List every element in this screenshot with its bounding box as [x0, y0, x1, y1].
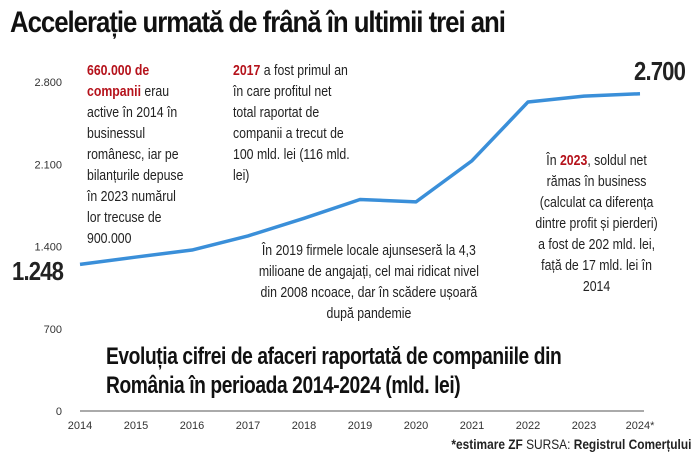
x-tick-label: 2016: [180, 420, 204, 432]
annotation-2017-highlight: 2017: [233, 62, 261, 79]
footer: *estimare ZF SURSA: Registrul Comerțului: [451, 436, 691, 452]
y-tick-label: 0: [56, 406, 62, 418]
annotation-companies-text: erau active în 2014 în businessul române…: [87, 83, 184, 247]
end-value-label: 2.700: [634, 56, 686, 86]
x-tick-label: 2017: [236, 420, 260, 432]
start-value-label: 1.248: [12, 256, 64, 286]
x-tick-label: 2024*: [626, 420, 655, 432]
footer-note: *estimare ZF: [450, 436, 523, 452]
x-tick-label: 2022: [516, 420, 540, 432]
annotation-2023: În 2023, soldul net rămas în business (c…: [533, 150, 660, 297]
annotation-2023-pre: În: [546, 152, 557, 169]
footer-source: Registrul Comerțului: [573, 436, 691, 452]
x-tick-label: 2023: [572, 420, 596, 432]
x-tick-label: 2014: [68, 420, 92, 432]
footer-source-label: SURSA:: [525, 436, 570, 452]
y-tick-label: 700: [44, 324, 62, 336]
annotation-2023-text: , soldul net rămas în business (calculat…: [535, 152, 658, 295]
x-tick-label: 2021: [460, 420, 484, 432]
chart-subtitle: Evoluția cifrei de afaceri raportată de …: [106, 343, 562, 399]
annotation-companies: 660.000 de companii erau active în 2014 …: [87, 60, 190, 249]
annotation-2017-text: a fost primul an în care profitul net to…: [233, 62, 350, 184]
y-tick-label: 1.400: [34, 242, 62, 254]
x-tick-label: 2020: [404, 420, 428, 432]
y-tick-label: 2.100: [34, 159, 62, 171]
y-tick-label: 2.800: [34, 77, 62, 89]
annotation-2019: În 2019 firmele locale ajunseseră la 4,3…: [258, 242, 479, 322]
x-tick-label: 2019: [348, 420, 372, 432]
annotation-2023-highlight: 2023: [559, 152, 588, 169]
x-tick-label: 2018: [292, 420, 316, 432]
chart-title: Accelerație urmată de frână în ultimii t…: [10, 6, 506, 39]
annotation-2017: 2017 a fost primul an în care profitul n…: [233, 60, 356, 186]
x-tick-label: 2015: [124, 420, 148, 432]
annotation-companies-highlight: 660.000 de companii: [87, 62, 150, 100]
